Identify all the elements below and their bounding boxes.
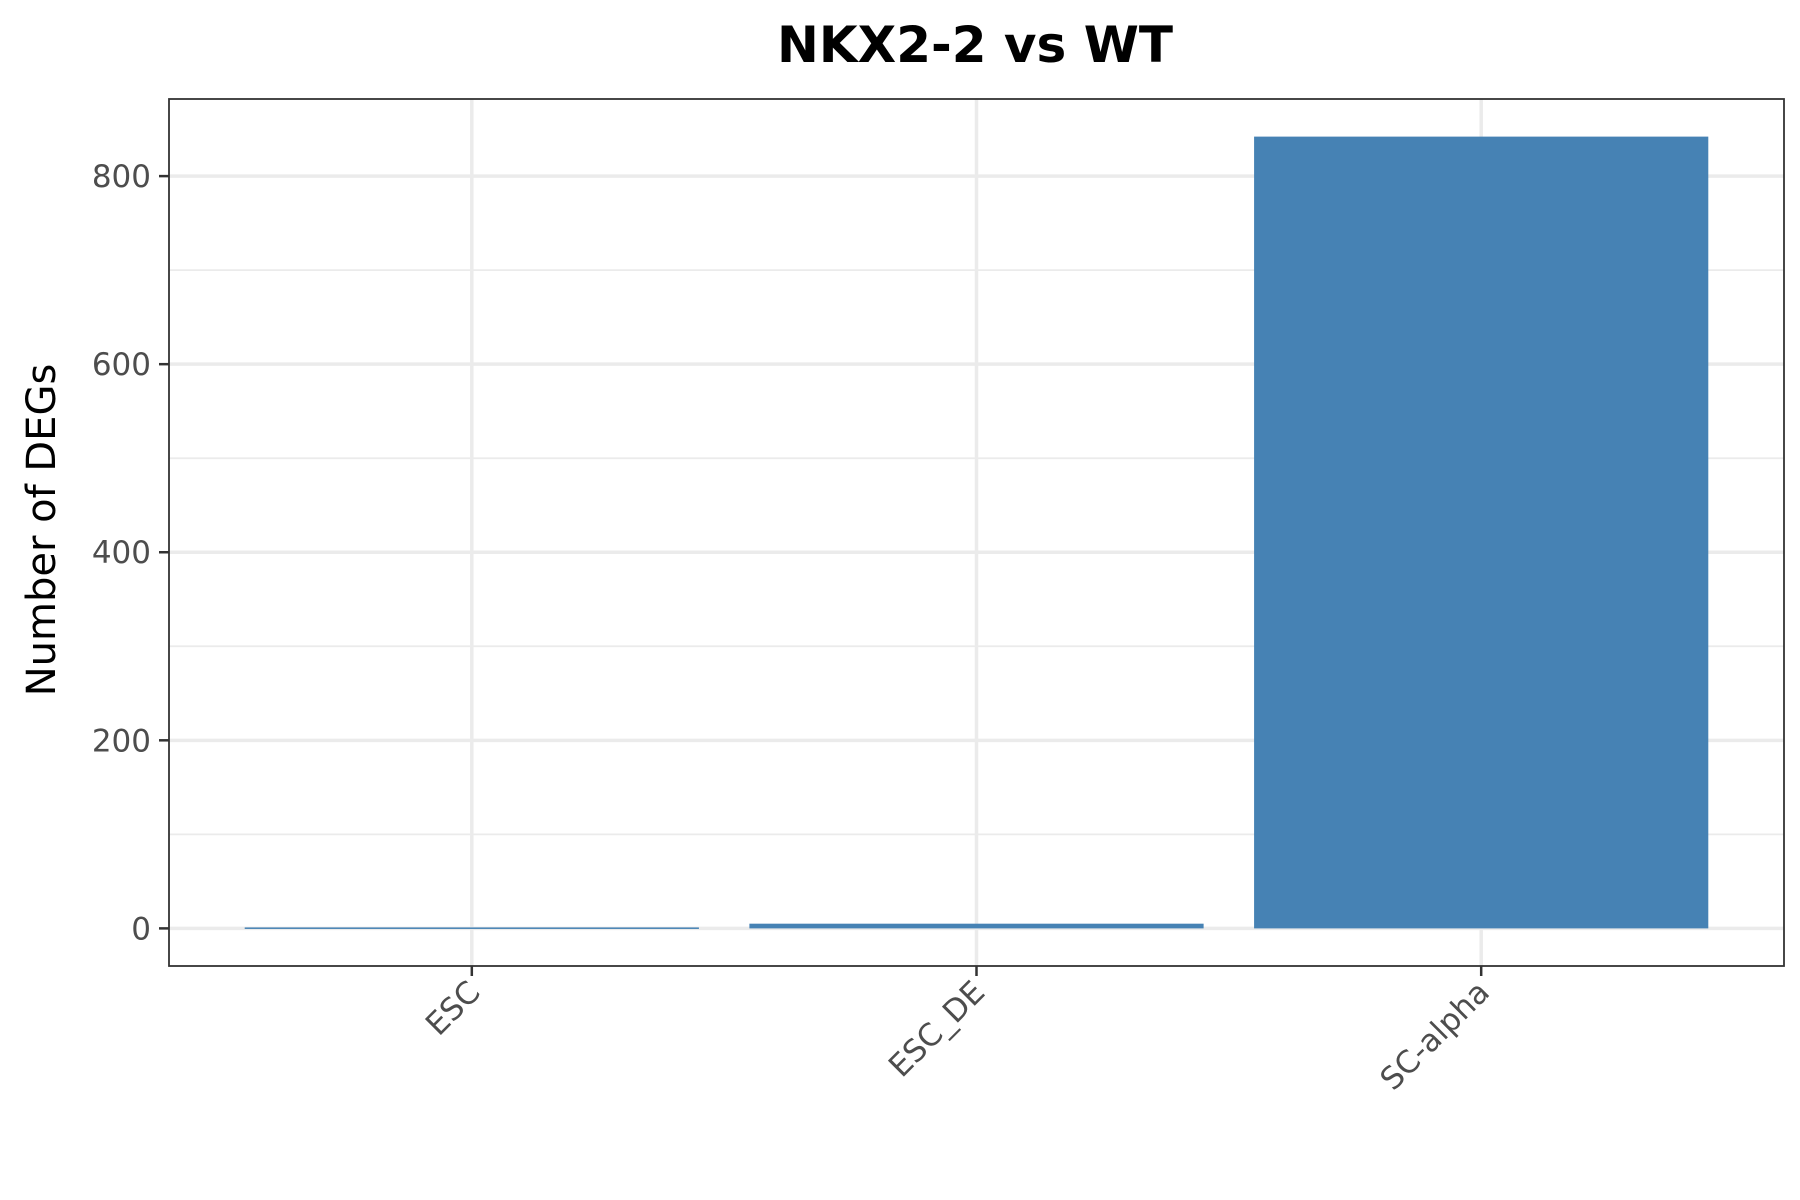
- bar-esc-de: [749, 923, 1204, 929]
- chart-title: NKX2-2 vs WT: [777, 16, 1173, 74]
- y-tick-label: 800: [92, 159, 151, 195]
- y-tick-label: 200: [92, 723, 151, 759]
- bar-sc-alpha: [1254, 136, 1709, 929]
- x-tick-label: ESC_DE: [882, 974, 992, 1084]
- y-tick-label: 400: [92, 535, 151, 571]
- x-tick-label: SC-alpha: [1373, 974, 1496, 1097]
- x-tick-label: ESC: [419, 974, 488, 1043]
- bar-esc: [244, 927, 699, 929]
- y-axis-label: Number of DEGs: [19, 364, 65, 697]
- bars: [244, 136, 1709, 929]
- plot-panel-border: [168, 98, 1785, 967]
- y-tick-label: 600: [92, 347, 151, 383]
- y-tick-label: 0: [131, 911, 151, 947]
